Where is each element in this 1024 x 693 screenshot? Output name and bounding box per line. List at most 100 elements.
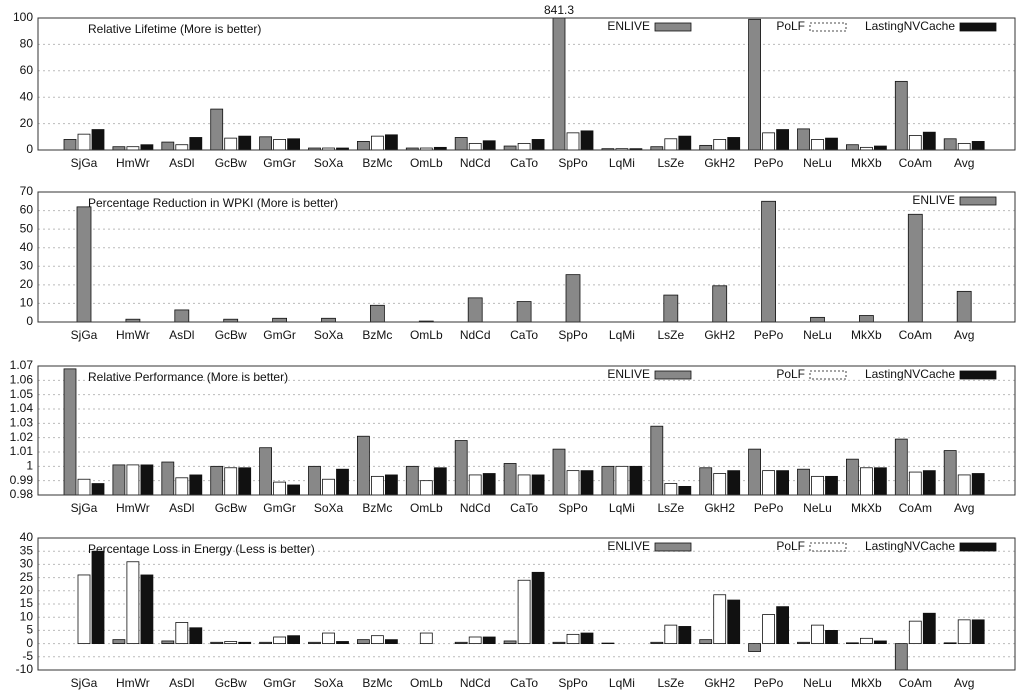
bar (517, 579, 531, 644)
chart-title: Percentage Reduction in WPKI (More is be… (88, 196, 338, 210)
bar (503, 640, 517, 645)
bar (161, 141, 175, 150)
bar (384, 639, 398, 645)
y-tick-label: 10 (20, 609, 34, 623)
bar (224, 137, 238, 150)
bar (678, 626, 692, 645)
bar (468, 636, 482, 644)
bar (517, 142, 531, 150)
bar (419, 632, 433, 644)
y-tick-label: 20 (20, 277, 34, 291)
x-tick-label: LsZe (657, 156, 684, 170)
legend-label: ENLIVE (607, 19, 650, 33)
bar (272, 317, 288, 322)
x-tick-label: GkH2 (704, 156, 735, 170)
y-tick-label: 25 (20, 570, 34, 584)
bar (238, 135, 252, 150)
y-tick-label: 60 (20, 203, 34, 217)
bar (811, 139, 824, 150)
x-tick-label: BzMc (362, 328, 392, 342)
y-tick-label: -5 (22, 649, 33, 663)
x-tick-label: MkXb (851, 676, 882, 690)
x-tick-label: NeLu (803, 328, 832, 342)
bar (140, 144, 154, 150)
x-tick-label: SoXa (314, 328, 344, 342)
bar (238, 467, 252, 495)
bar (273, 139, 287, 150)
x-tick-label: PePo (754, 676, 784, 690)
bar (727, 470, 741, 495)
bar (762, 470, 775, 495)
bar (699, 467, 713, 495)
y-tick-label: 0.99 (10, 473, 34, 487)
bar (846, 144, 859, 150)
bar (971, 473, 985, 495)
x-tick-label: PePo (754, 328, 784, 342)
x-tick-label: CoAm (899, 676, 932, 690)
bar (825, 630, 838, 645)
bar (454, 137, 468, 150)
x-tick-label: Avg (954, 676, 974, 690)
plot-area (77, 550, 985, 670)
bar (943, 450, 957, 495)
bar (713, 594, 727, 645)
bar (894, 438, 908, 495)
bar (91, 550, 105, 645)
bar (125, 318, 141, 322)
bar (482, 473, 496, 495)
x-tick-label: HmWr (116, 156, 150, 170)
x-tick-label: GcBw (215, 676, 247, 690)
bar (273, 636, 287, 644)
bar (943, 138, 957, 150)
plot-frame (37, 537, 1016, 671)
x-tick-label: SpPo (558, 676, 588, 690)
bar (63, 368, 77, 495)
bar (356, 141, 370, 150)
x-tick-label: MkXb (851, 328, 882, 342)
y-tick-label: 5 (26, 623, 33, 637)
bar (859, 315, 874, 322)
x-tick-label: OmLb (410, 501, 443, 515)
x-tick-label: LqMi (609, 676, 635, 690)
bar (894, 643, 908, 670)
bar (846, 458, 859, 495)
bar (321, 317, 336, 322)
chart-title: Relative Lifetime (More is better) (88, 22, 261, 36)
bar (77, 574, 91, 645)
bar (77, 133, 91, 150)
x-tick-label: GkH2 (704, 501, 735, 515)
bar (224, 641, 238, 644)
legend-swatch (959, 370, 997, 380)
x-tick-label: GmGr (263, 156, 296, 170)
x-tick-label: LqMi (609, 328, 635, 342)
bar (259, 136, 273, 150)
x-tick-label: PePo (754, 156, 784, 170)
bar (748, 643, 761, 652)
bar (971, 141, 985, 150)
x-tick-label: CoAm (899, 328, 932, 342)
bar (308, 147, 321, 150)
y-tick-label: 1.02 (10, 430, 34, 444)
legend-swatch (809, 22, 847, 32)
bar (287, 484, 301, 495)
bar (419, 147, 433, 150)
bar (761, 200, 776, 322)
bar (678, 135, 692, 150)
x-tick-label: CaTo (510, 328, 538, 342)
bar (566, 132, 580, 150)
x-tick-label: GcBw (215, 156, 247, 170)
bar (908, 135, 922, 150)
bar (384, 474, 398, 495)
y-tick-label: 60 (20, 63, 34, 77)
plot-frame (37, 17, 1016, 151)
x-tick-label: SoXa (314, 501, 344, 515)
plot-frame (37, 365, 1016, 496)
y-tick-label: 40 (20, 89, 34, 103)
bar (91, 483, 105, 495)
legend-label: ENLIVE (607, 367, 650, 381)
bar (957, 474, 971, 495)
x-tick-label: GkH2 (704, 328, 735, 342)
x-tick-label: HmWr (116, 328, 150, 342)
bar (140, 464, 154, 495)
